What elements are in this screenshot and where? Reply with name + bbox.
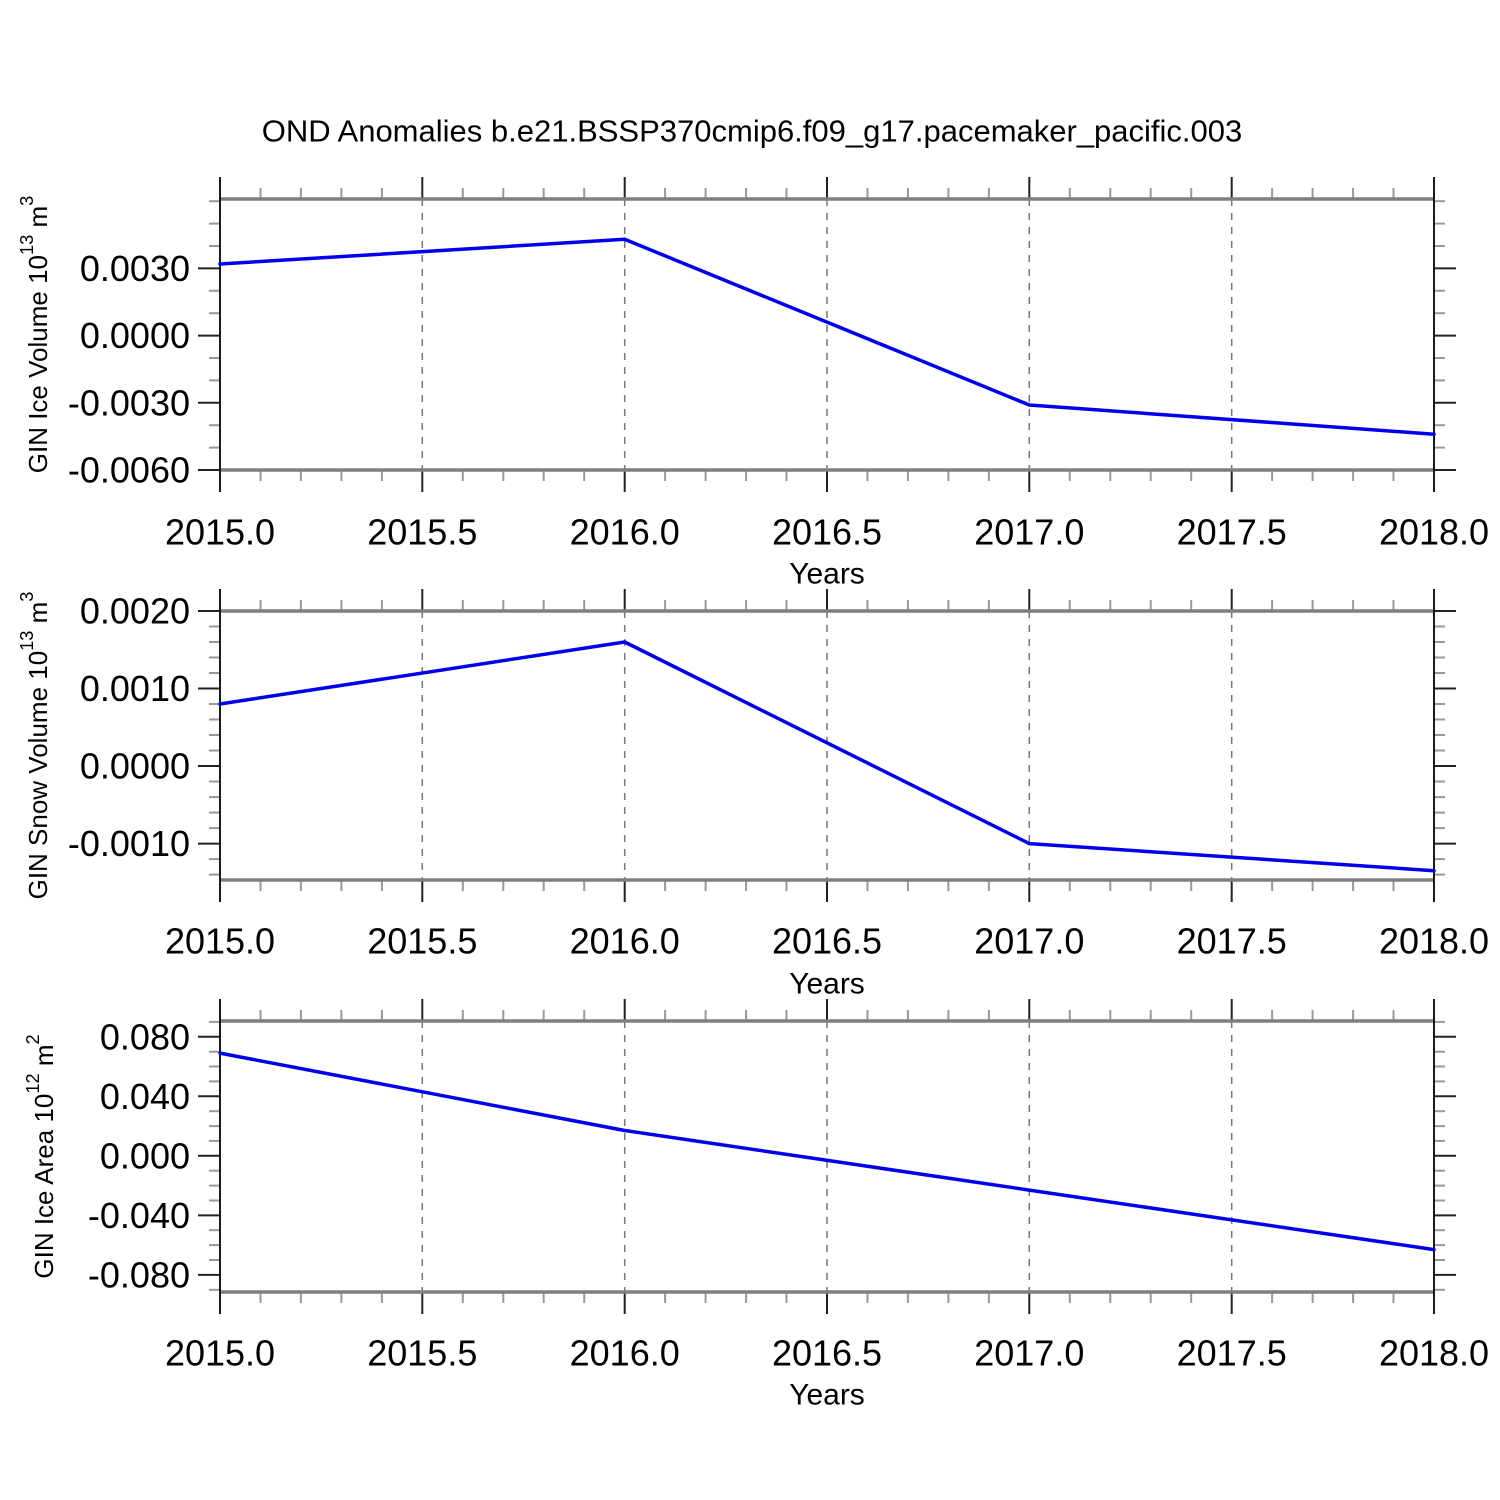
y-tick-label: 0.000 — [100, 1135, 190, 1176]
y-axis-title: GIN Ice Volume 1013 m3 — [17, 196, 53, 473]
y-tick-label: 0.0000 — [80, 315, 190, 356]
x-tick-label: 2017.5 — [1177, 1333, 1287, 1374]
x-tick-label: 2017.0 — [974, 921, 1084, 962]
y-tick-label: 0.0000 — [80, 746, 190, 787]
y-tick-label: 0.0030 — [80, 248, 190, 289]
y-axis-title: GIN Ice Area 1012 m2 — [23, 1034, 59, 1278]
x-tick-label: 2018.0 — [1379, 1333, 1489, 1374]
x-axis-title: Years — [789, 558, 865, 591]
y-tick-label: -0.080 — [88, 1254, 190, 1295]
x-axis-title: Years — [789, 1379, 865, 1412]
data-line-gin-ice-area — [218, 1051, 1436, 1252]
x-tick-label: 2016.5 — [772, 921, 882, 962]
y-axis-title: GIN Snow Volume 1013 m3 — [17, 592, 53, 900]
x-tick-label: 2015.0 — [165, 921, 275, 962]
y-tick-label: 0.0020 — [80, 591, 190, 632]
y-tick-label: 0.080 — [100, 1016, 190, 1057]
x-tick-label: 2016.0 — [570, 1333, 680, 1374]
y-tick-label: -0.0060 — [68, 450, 190, 491]
chart-main-title: OND Anomalies b.e21.BSSP370cmip6.f09_g17… — [262, 114, 1243, 149]
x-tick-label: 2016.0 — [570, 512, 680, 553]
y-tick-label: -0.0010 — [68, 823, 190, 864]
chart-gin-ice-volume: 0.0030 0.0000 -0.0030 -0.0060 2015.0 2015.5 20… — [17, 177, 1489, 591]
x-tick-label: 2018.0 — [1379, 512, 1489, 553]
y-tick-label: -0.040 — [88, 1195, 190, 1236]
x-tick-label: 2015.0 — [165, 1333, 275, 1374]
x-tick-label: 2018.0 — [1379, 921, 1489, 962]
y-tick-label: -0.0030 — [68, 382, 190, 423]
x-axis-title: Years — [789, 968, 865, 1001]
chart-gin-snow-volume: 0.0020 0.0010 0.0000 -0.0010 2015.0 2015.5 201… — [17, 589, 1489, 1001]
x-tick-label: 2017.0 — [974, 1333, 1084, 1374]
data-line-gin-ice-volume — [218, 237, 1436, 436]
x-tick-label: 2017.5 — [1177, 921, 1287, 962]
x-tick-label: 2015.5 — [367, 1333, 477, 1374]
y-tick-label: 0.040 — [100, 1076, 190, 1117]
data-line-gin-snow-volume — [218, 640, 1436, 873]
x-tick-label: 2015.5 — [367, 921, 477, 962]
x-tick-label: 2015.5 — [367, 512, 477, 553]
x-tick-label: 2016.5 — [772, 512, 882, 553]
chart-gin-ice-area: 0.080 0.040 0.000 -0.040 -0.080 2015.0 2015.5 2… — [23, 999, 1489, 1412]
x-tick-label: 2015.0 — [165, 512, 275, 553]
x-tick-label: 2016.0 — [570, 921, 680, 962]
x-tick-label: 2016.5 — [772, 1333, 882, 1374]
y-tick-label: 0.0010 — [80, 668, 190, 709]
x-tick-label: 2017.0 — [974, 512, 1084, 553]
x-tick-label: 2017.5 — [1177, 512, 1287, 553]
